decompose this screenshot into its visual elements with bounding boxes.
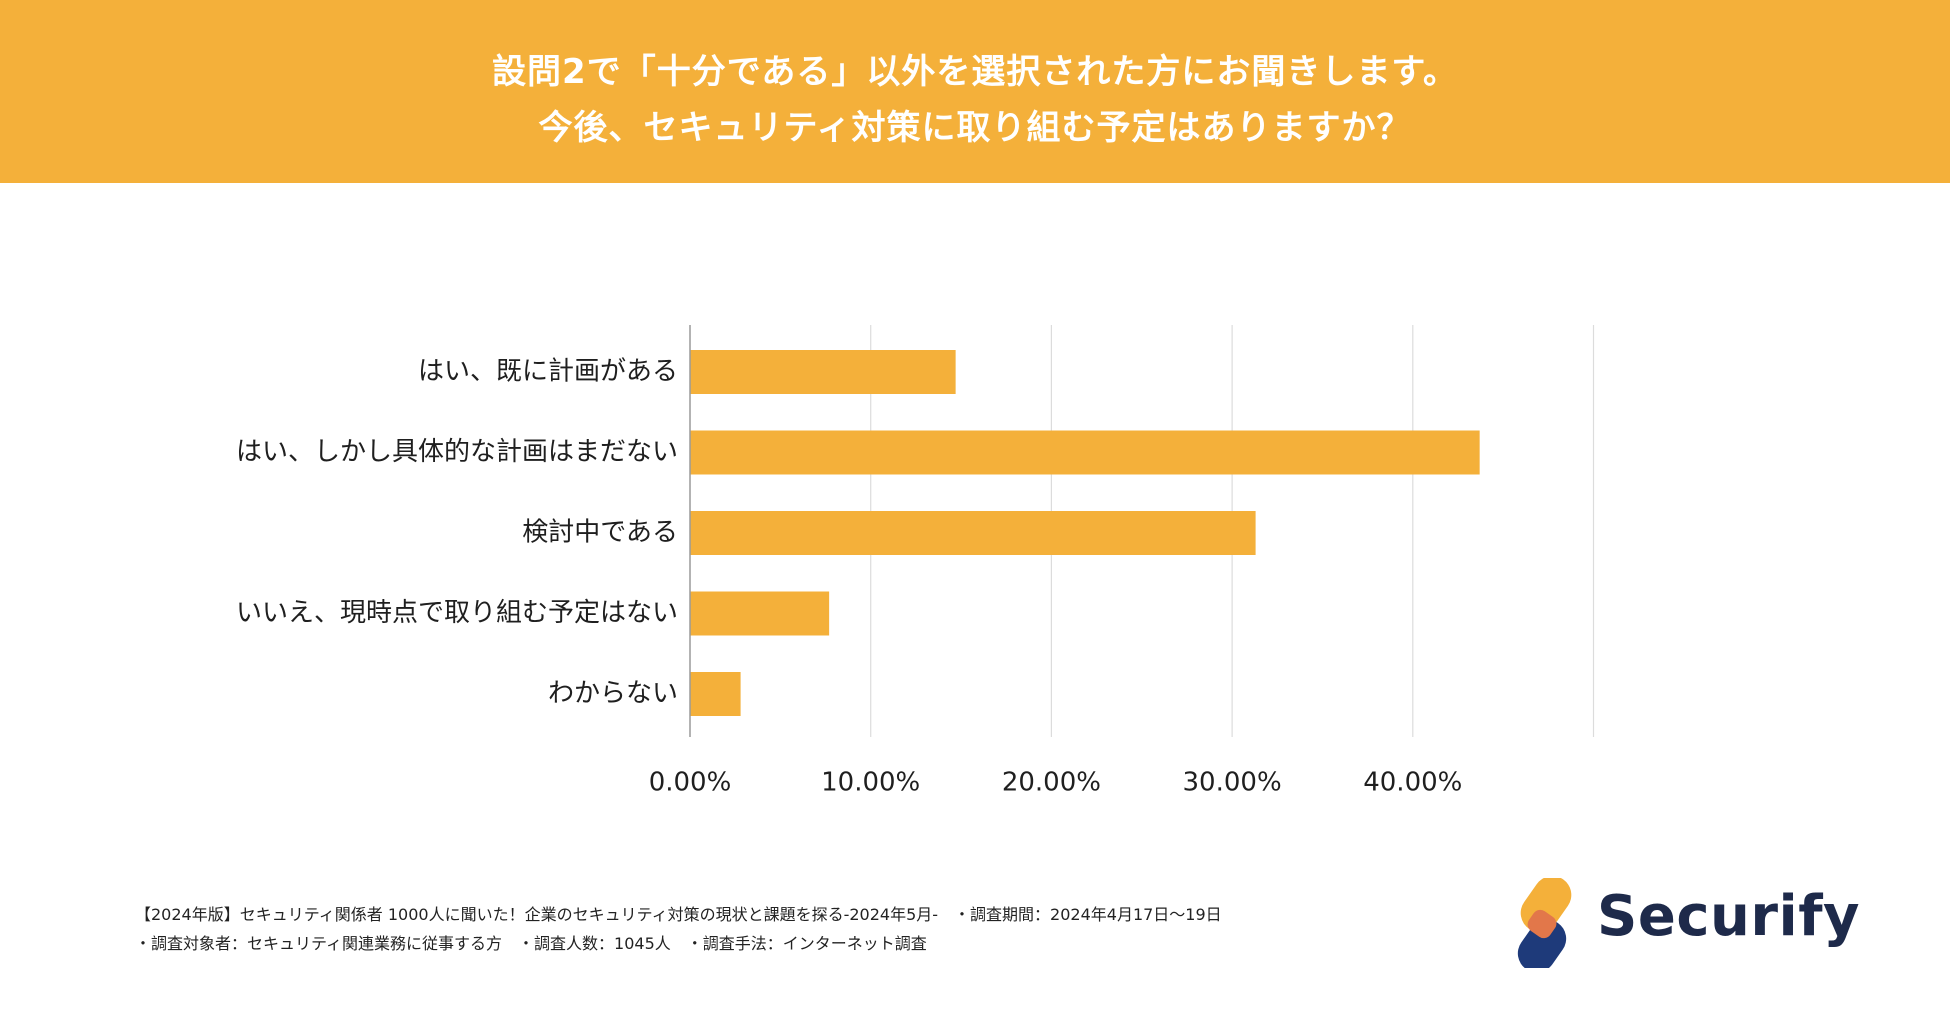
bar-5	[690, 672, 741, 716]
category-label: わからない	[548, 679, 678, 709]
logo-mark-icon	[1517, 875, 1572, 973]
header-banner: 設問2で「十分である」以外を選択された方にお聞きします。 今後、セキュリティ対策…	[0, 0, 1950, 183]
title-line-2: 今後、セキュリティ対策に取り組む予定はありますか？	[538, 108, 1412, 148]
x-tick-label: 10.00%	[821, 768, 920, 798]
bar-1	[690, 350, 956, 394]
bar-2	[690, 430, 1480, 475]
x-tick-label: 40.00%	[1363, 768, 1462, 798]
x-tick-label: 30.00%	[1183, 768, 1282, 798]
category-label: いいえ、現時点で取り組む予定はない	[236, 598, 678, 628]
footer-survey-details: ・調査対象者：セキュリティ関連業務に従事する方 ・調査人数：1045人 ・調査手…	[135, 934, 927, 953]
x-tick-label: 20.00%	[1002, 768, 1101, 798]
bar-4	[690, 591, 830, 636]
category-label: はい、しかし具体的な計画はまだない	[236, 437, 678, 467]
x-tick-label: 0.00%	[649, 768, 732, 798]
category-label: はい、既に計画がある	[418, 357, 678, 387]
footer-survey-title: 【2024年版】セキュリティ関係者 1000人に聞いた！企業のセキュリティ対策の…	[135, 905, 1222, 924]
bar-chart: はい、既に計画があるはい、しかし具体的な計画はまだない検討中であるいいえ、現時点…	[236, 325, 1595, 798]
securify-logo: Securify	[1505, 875, 1860, 973]
bar-3	[690, 511, 1256, 555]
logo-text: Securify	[1597, 884, 1861, 949]
category-label: 検討中である	[522, 518, 678, 548]
title-line-1: 設問2で「十分である」以外を選択された方にお聞きします。	[492, 52, 1458, 92]
